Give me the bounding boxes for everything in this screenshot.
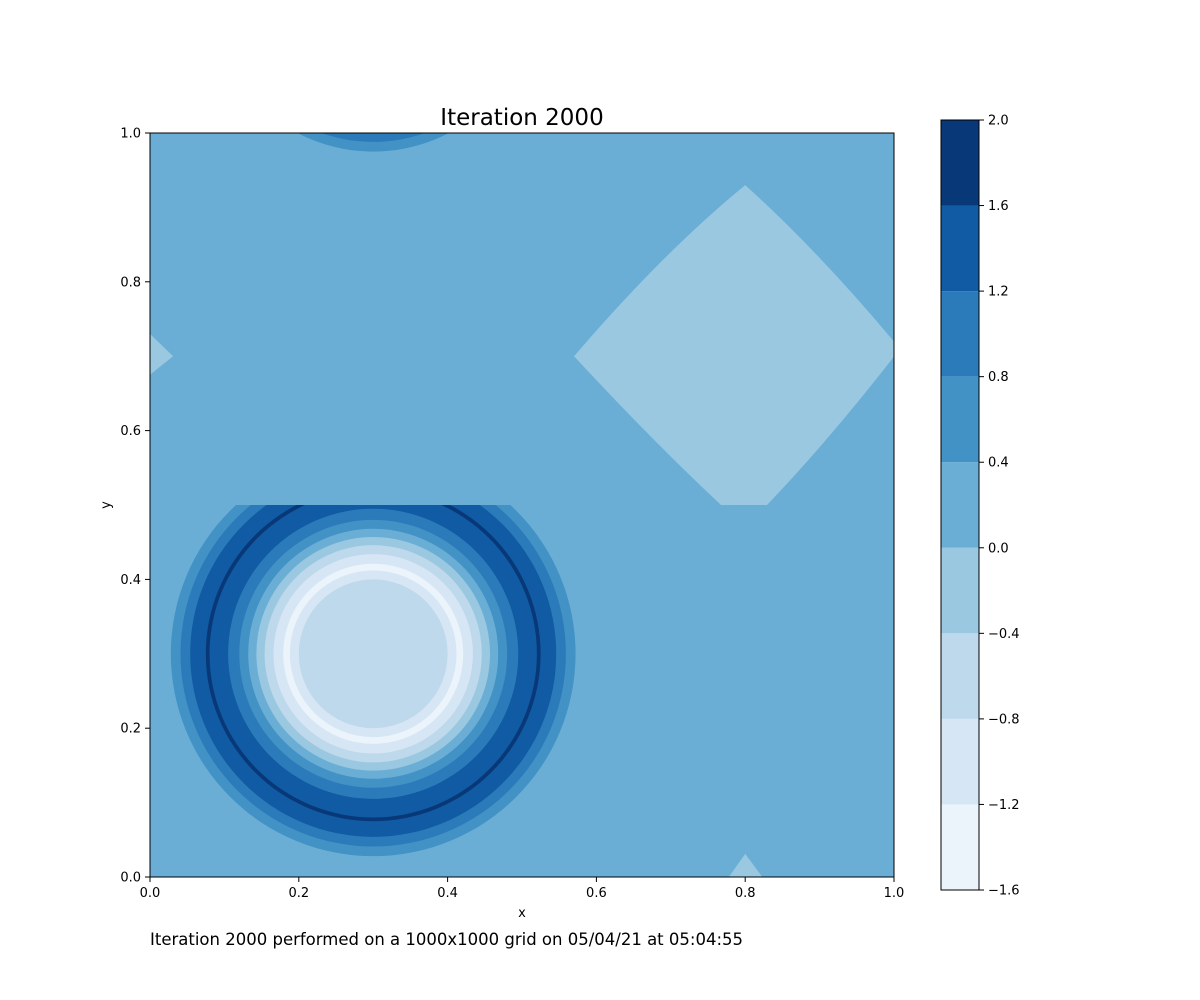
colorbar-tick-label: 0.8 (988, 370, 1009, 385)
colorbar-tick-label: 2.0 (988, 114, 1009, 129)
y-tick-label: 1.0 (120, 127, 141, 142)
colorbar-tick-label: 0.0 (988, 541, 1009, 556)
y-axis-label: y (99, 501, 114, 509)
colorbar-tick-label: 1.2 (988, 285, 1009, 300)
colorbar-segment (941, 718, 979, 805)
y-tick-label: 0.2 (120, 722, 141, 737)
colorbar-segment (941, 120, 979, 206)
colorbar-tick-label: 1.6 (988, 199, 1009, 214)
colorbar-segment (941, 633, 979, 719)
diamond-region-left (150, 333, 174, 375)
colorbar: 2.0 1.6 1.2 0.8 0.4 0.0 −0.4 −0.8 −1.2 −1.6 (940, 114, 1020, 899)
contour-ring (321, 133, 425, 142)
colorbar-frame (940, 119, 980, 891)
ring-pattern-bottom (170, 505, 576, 857)
contour-ring (250, 0, 496, 111)
y-tick-label: 0.0 (120, 871, 141, 886)
y-axis: 0.0 0.2 0.4 0.6 0.8 1.0 (120, 127, 150, 886)
colorbar-tick-label: −1.2 (988, 798, 1020, 813)
x-axis-label: x (518, 906, 526, 921)
plot-area (150, 0, 894, 877)
chart-title: Iteration 2000 (440, 105, 603, 131)
contour-ring (245, 0, 501, 116)
colorbar-segment (941, 804, 979, 890)
colorbar-tick-label: −0.8 (988, 712, 1020, 727)
x-tick-label: 0.8 (735, 886, 756, 901)
colorbar-segment (941, 376, 979, 463)
colorbar-segment (941, 291, 979, 377)
y-tick-label: 0.4 (120, 573, 141, 588)
x-tick-label: 0.4 (437, 886, 458, 901)
colorbar-tick-label: −0.4 (988, 627, 1020, 642)
x-tick-label: 0.2 (288, 886, 309, 901)
y-tick-label: 0.8 (120, 275, 141, 290)
diamond-region-bottom (728, 853, 763, 877)
y-tick-label: 0.6 (120, 424, 141, 439)
x-tick-label: 0.6 (586, 886, 607, 901)
diamond-region (574, 185, 894, 505)
colorbar-segment (941, 462, 979, 548)
x-tick-label: 1.0 (884, 886, 905, 901)
x-tick-label: 0.0 (140, 886, 161, 901)
colorbar-segment (941, 205, 979, 292)
contour-ring (298, 579, 448, 729)
x-axis: 0.0 0.2 0.4 0.6 0.8 1.0 (140, 877, 905, 901)
ring-pattern-top (245, 0, 501, 152)
figure-caption: Iteration 2000 performed on a 1000x1000 … (150, 930, 744, 949)
contour-ring (297, 133, 449, 152)
plot-frame (149, 132, 895, 878)
colorbar-segment (941, 547, 979, 634)
colorbar-tick-label: 0.4 (988, 456, 1009, 471)
colorbar-tick-label: −1.6 (988, 884, 1020, 899)
